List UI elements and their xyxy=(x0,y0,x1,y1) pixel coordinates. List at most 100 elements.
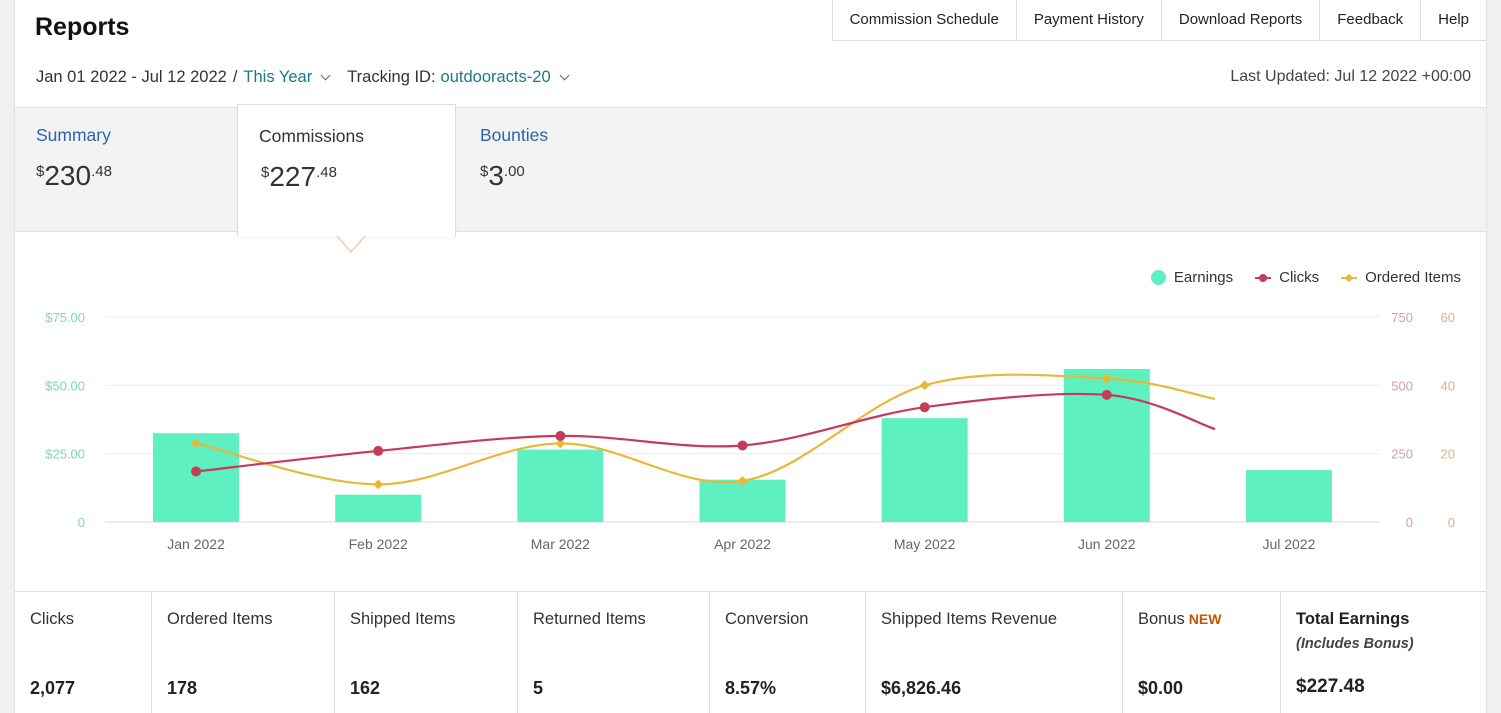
legend-earnings-label: Earnings xyxy=(1173,269,1234,286)
x-axis-tick-label: Jun 2022 xyxy=(1078,536,1136,552)
tracking-id-dropdown[interactable]: outdooracts-20 xyxy=(440,68,551,86)
clicks-line xyxy=(195,392,1216,473)
clicks-point xyxy=(737,440,748,451)
clicks-point xyxy=(919,402,930,413)
nav-download-reports[interactable]: Download Reports xyxy=(1162,0,1321,40)
currency-symbol: $ xyxy=(261,164,270,181)
new-badge: NEW xyxy=(1188,611,1222,627)
right-axis-ordered-tick-label: 60 xyxy=(1441,310,1455,325)
stat-label: Total Earnings xyxy=(1296,610,1410,628)
tracking-chevron-down-icon[interactable] xyxy=(559,70,570,81)
filter-row: Jan 01 2022 - Jul 12 2022 / This Year Tr… xyxy=(36,68,580,87)
earnings-bar xyxy=(699,479,786,522)
x-axis-tick-label: Jul 2022 xyxy=(1262,536,1315,552)
stats-bar: Clicks 2,077 Ordered Items 178 Shipped I… xyxy=(15,591,1486,713)
tab-commissions-amount: $227.48 xyxy=(261,161,337,193)
currency-symbol: $ xyxy=(36,163,45,180)
left-axis-tick-label: $25.00 xyxy=(45,447,85,462)
right-axis-clicks-tick-label: 500 xyxy=(1391,378,1413,393)
stat-bonus: Bonus NEW $0.00 xyxy=(1123,592,1281,713)
stat-total-earnings: Total Earnings (Includes Bonus) $227.48 xyxy=(1281,592,1486,713)
stat-label: Returned Items xyxy=(533,610,646,628)
ordered-items-point xyxy=(373,479,384,490)
clicks-point xyxy=(555,430,566,441)
clicks-point xyxy=(191,466,202,477)
legend-clicks-label: Clicks xyxy=(1279,269,1320,286)
clicks-point xyxy=(1101,389,1112,400)
ordered-items-point xyxy=(737,476,748,486)
right-axis-ordered-tick-label: 40 xyxy=(1441,378,1455,393)
tab-commissions[interactable]: Commissions $227.48 xyxy=(237,104,456,237)
x-axis-tick-label: Feb 2022 xyxy=(349,536,408,552)
right-axis-clicks-tick-label: 250 xyxy=(1391,447,1413,462)
tab-bounties-amount: $3.00 xyxy=(480,160,525,192)
stat-value: $0.00 xyxy=(1138,678,1184,698)
stat-label: Shipped Items Revenue xyxy=(881,610,1058,628)
bonus-label: Bonus xyxy=(1138,610,1185,628)
tracking-id-label: Tracking ID: xyxy=(347,68,436,86)
amount-cents: .00 xyxy=(503,163,525,180)
reports-card: Reports Commission Schedule Payment Hist… xyxy=(14,0,1487,713)
amount-whole: 227 xyxy=(269,161,317,192)
amount-cents: .48 xyxy=(91,163,112,180)
nav-payment-history[interactable]: Payment History xyxy=(1017,0,1162,40)
x-axis-tick-label: Jan 2022 xyxy=(167,536,225,552)
nav-feedback[interactable]: Feedback xyxy=(1320,0,1422,40)
tab-summary-amount: $230.48 xyxy=(36,160,112,192)
clicks-point xyxy=(373,445,384,456)
tab-summary[interactable]: Summary $230.48 xyxy=(36,107,236,232)
right-axis-clicks-tick-label: 0 xyxy=(1406,515,1413,530)
stat-value: 162 xyxy=(350,678,381,698)
legend-earnings[interactable]: Earnings xyxy=(1150,269,1234,286)
left-axis-tick-label: $50.00 xyxy=(45,378,85,393)
earnings-bar xyxy=(517,449,604,522)
nav-help[interactable]: Help xyxy=(1438,11,1469,28)
stat-label: Bonus NEW xyxy=(1138,610,1221,629)
stat-value: 2,077 xyxy=(30,678,76,698)
right-axis-ordered-tick-label: 0 xyxy=(1448,515,1455,530)
x-axis-tick-label: May 2022 xyxy=(894,536,956,552)
earnings-bar xyxy=(1245,470,1332,522)
stat-label: Shipped Items xyxy=(350,610,456,628)
legend-ordered-items[interactable]: Ordered Items xyxy=(1341,269,1461,286)
stat-clicks: Clicks 2,077 xyxy=(15,592,152,713)
stat-value: 8.57% xyxy=(725,678,777,698)
stat-value: 5 xyxy=(533,678,544,698)
legend-ordered-label: Ordered Items xyxy=(1365,269,1461,286)
x-axis-tick-label: Apr 2022 xyxy=(714,536,771,552)
earnings-bar xyxy=(881,418,968,522)
last-updated: Last Updated: Jul 12 2022 +00:00 xyxy=(1230,68,1471,85)
stat-value: $6,826.46 xyxy=(881,678,962,698)
stat-value: $227.48 xyxy=(1296,676,1365,697)
legend-clicks[interactable]: Clicks xyxy=(1255,269,1319,286)
tab-bounties-label: Bounties xyxy=(480,125,549,145)
ordered-items-point xyxy=(1101,373,1112,384)
nav-commission-schedule[interactable]: Commission Schedule xyxy=(833,0,1017,40)
ordered-items-line xyxy=(195,373,1216,486)
left-axis-tick-label: 0 xyxy=(78,515,85,530)
tab-commissions-label: Commissions xyxy=(259,126,365,146)
ordered-items-point xyxy=(919,380,930,391)
earnings-swatch-icon xyxy=(1150,270,1166,285)
period-chevron-down-icon[interactable] xyxy=(320,70,331,81)
right-axis-clicks-tick-label: 750 xyxy=(1391,310,1413,325)
page-title: Reports xyxy=(35,13,130,41)
stat-conversion: Conversion 8.57% xyxy=(710,592,866,713)
chart-legend: Earnings Clicks Ordered Items xyxy=(1129,269,1461,286)
period-dropdown[interactable]: This Year xyxy=(243,68,313,86)
stat-label: Ordered Items xyxy=(167,610,273,628)
currency-symbol: $ xyxy=(480,163,489,180)
stat-ordered-items: Ordered Items 178 xyxy=(152,592,335,713)
stat-shipped-items: Shipped Items 162 xyxy=(335,592,518,713)
ordered-items-swatch-icon xyxy=(1341,276,1358,279)
date-range: Jan 01 2022 - Jul 12 2022 xyxy=(36,68,227,86)
tab-bounties[interactable]: Bounties $3.00 xyxy=(480,107,680,232)
amount-whole: 3 xyxy=(488,160,504,191)
stat-label: Conversion xyxy=(725,610,809,628)
stat-returned-items: Returned Items 5 xyxy=(518,592,710,713)
ordered-items-point xyxy=(555,438,566,449)
ordered-items-point xyxy=(191,438,202,449)
stat-value: 178 xyxy=(167,678,198,698)
right-axis-ordered-tick-label: 20 xyxy=(1441,447,1455,462)
x-axis-tick-label: Mar 2022 xyxy=(531,536,590,552)
